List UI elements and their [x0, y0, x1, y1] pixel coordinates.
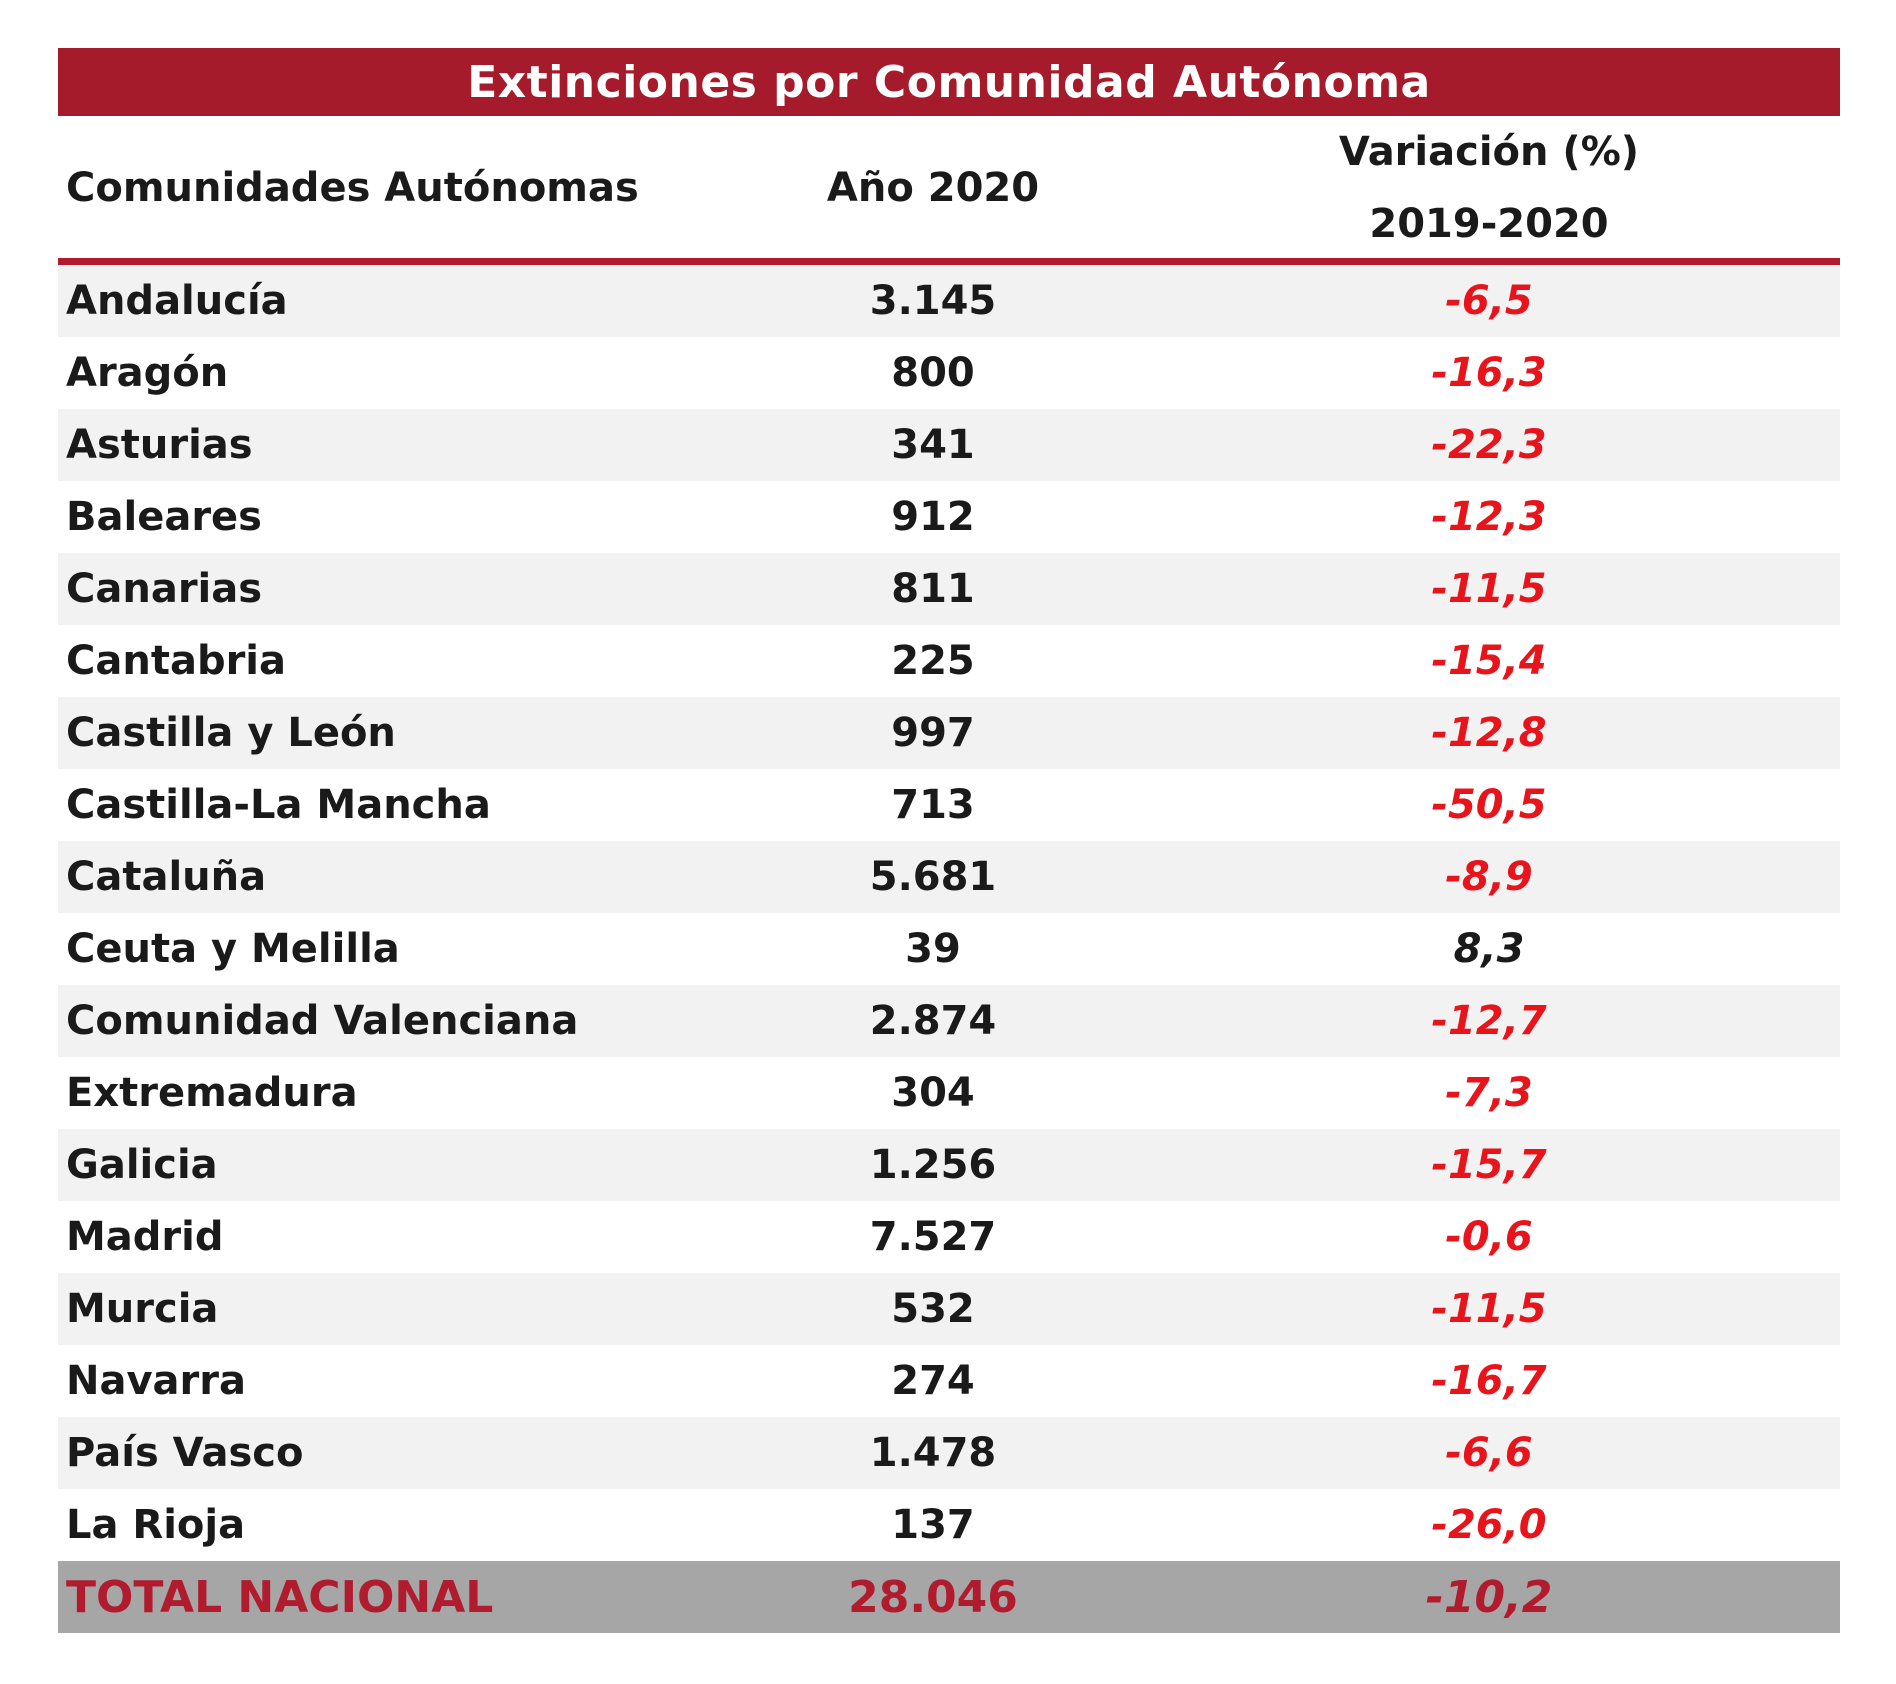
table-body: Andalucía 3.145 -6,5 Aragón 800 -16,3 Asturias…	[58, 265, 1840, 1561]
table-row: Murcia 532 -11,5	[58, 1273, 1840, 1345]
community-name: Aragón	[66, 350, 229, 396]
total-row: TOTAL NACIONAL 28.046 -10,2	[58, 1561, 1840, 1633]
community-name: Galicia	[66, 1142, 218, 1188]
table-row: Ceuta y Melilla 39 8,3	[58, 913, 1840, 985]
variation-value: -22,3	[1431, 422, 1547, 468]
table-row: Cataluña 5.681 -8,9	[58, 841, 1840, 913]
table-row: Extremadura 304 -7,3	[58, 1057, 1840, 1129]
extinctions-value: 2.874	[869, 998, 997, 1044]
variation-value: -6,5	[1445, 278, 1533, 324]
community-name: Cataluña	[66, 854, 267, 900]
community-name: Andalucía	[66, 278, 288, 324]
variation-value: -26,0	[1431, 1502, 1547, 1548]
header-variation-period: 2019-2020	[1369, 201, 1609, 247]
extinctions-value: 225	[891, 638, 975, 684]
community-name: Comunidad Valenciana	[66, 998, 579, 1044]
table-title: Extinciones por Comunidad Autónoma	[58, 48, 1840, 116]
community-name: Navarra	[66, 1358, 246, 1404]
extinctions-value: 912	[891, 494, 975, 540]
table-row: Castilla-La Mancha 713 -50,5	[58, 769, 1840, 841]
variation-value: -16,3	[1431, 350, 1547, 396]
table-row: Canarias 811 -11,5	[58, 553, 1840, 625]
community-name: Castilla y León	[66, 710, 396, 756]
variation-value: 8,3	[1453, 926, 1525, 972]
extinctions-table: Extinciones por Comunidad Autónoma Comun…	[58, 48, 1840, 1633]
table-row: Cantabria 225 -15,4	[58, 625, 1840, 697]
extinctions-value: 304	[891, 1070, 975, 1116]
total-label: TOTAL NACIONAL	[66, 1571, 494, 1623]
extinctions-value: 5.681	[869, 854, 997, 900]
header-year: Año 2020	[826, 165, 1040, 211]
table-header: Comunidades Autónomas Año 2020 Variación…	[58, 116, 1840, 265]
table-row: País Vasco 1.478 -6,6	[58, 1417, 1840, 1489]
community-name: Castilla-La Mancha	[66, 782, 491, 828]
extinctions-value: 532	[891, 1286, 975, 1332]
total-value: 28.046	[848, 1571, 1018, 1623]
table-row: Aragón 800 -16,3	[58, 337, 1840, 409]
community-name: Madrid	[66, 1214, 224, 1260]
variation-value: -12,8	[1431, 710, 1547, 756]
community-name: Cantabria	[66, 638, 286, 684]
variation-value: -50,5	[1431, 782, 1547, 828]
extinctions-value: 713	[891, 782, 975, 828]
header-variation: Variación (%) 2019-2020	[1138, 116, 1840, 260]
header-communities: Comunidades Autónomas	[66, 165, 639, 211]
extinctions-value: 274	[891, 1358, 975, 1404]
extinctions-value: 3.145	[869, 278, 997, 324]
extinctions-value: 997	[891, 710, 975, 756]
extinctions-value: 341	[891, 422, 975, 468]
community-name: Ceuta y Melilla	[66, 926, 400, 972]
community-name: Canarias	[66, 566, 263, 612]
table-row: Galicia 1.256 -15,7	[58, 1129, 1840, 1201]
community-name: Extremadura	[66, 1070, 358, 1116]
table-row: Comunidad Valenciana 2.874 -12,7	[58, 985, 1840, 1057]
table-row: La Rioja 137 -26,0	[58, 1489, 1840, 1561]
table-row: Andalucía 3.145 -6,5	[58, 265, 1840, 337]
community-name: Murcia	[66, 1286, 219, 1332]
extinctions-value: 1.256	[869, 1142, 997, 1188]
community-name: Baleares	[66, 494, 262, 540]
variation-value: -11,5	[1431, 1286, 1547, 1332]
variation-value: -12,3	[1431, 494, 1547, 540]
variation-value: -12,7	[1431, 998, 1547, 1044]
table-row: Castilla y León 997 -12,8	[58, 697, 1840, 769]
extinctions-value: 811	[891, 566, 975, 612]
variation-value: -6,6	[1445, 1430, 1533, 1476]
variation-value: -16,7	[1431, 1358, 1547, 1404]
variation-value: -15,4	[1431, 638, 1547, 684]
variation-value: -15,7	[1431, 1142, 1547, 1188]
header-variation-label: Variación (%)	[1338, 129, 1640, 175]
variation-value: -11,5	[1431, 566, 1547, 612]
community-name: Asturias	[66, 422, 253, 468]
table-row: Asturias 341 -22,3	[58, 409, 1840, 481]
extinctions-value: 39	[905, 926, 961, 972]
table-row: Madrid 7.527 -0,6	[58, 1201, 1840, 1273]
community-name: La Rioja	[66, 1502, 246, 1548]
extinctions-value: 137	[891, 1502, 975, 1548]
table-row: Navarra 274 -16,7	[58, 1345, 1840, 1417]
variation-value: -8,9	[1445, 854, 1533, 900]
total-variation: -10,2	[1425, 1571, 1553, 1623]
variation-value: -7,3	[1445, 1070, 1533, 1116]
variation-value: -0,6	[1445, 1214, 1533, 1260]
extinctions-value: 1.478	[869, 1430, 997, 1476]
table-row: Baleares 912 -12,3	[58, 481, 1840, 553]
extinctions-value: 800	[891, 350, 975, 396]
community-name: País Vasco	[66, 1430, 304, 1476]
extinctions-value: 7.527	[869, 1214, 997, 1260]
